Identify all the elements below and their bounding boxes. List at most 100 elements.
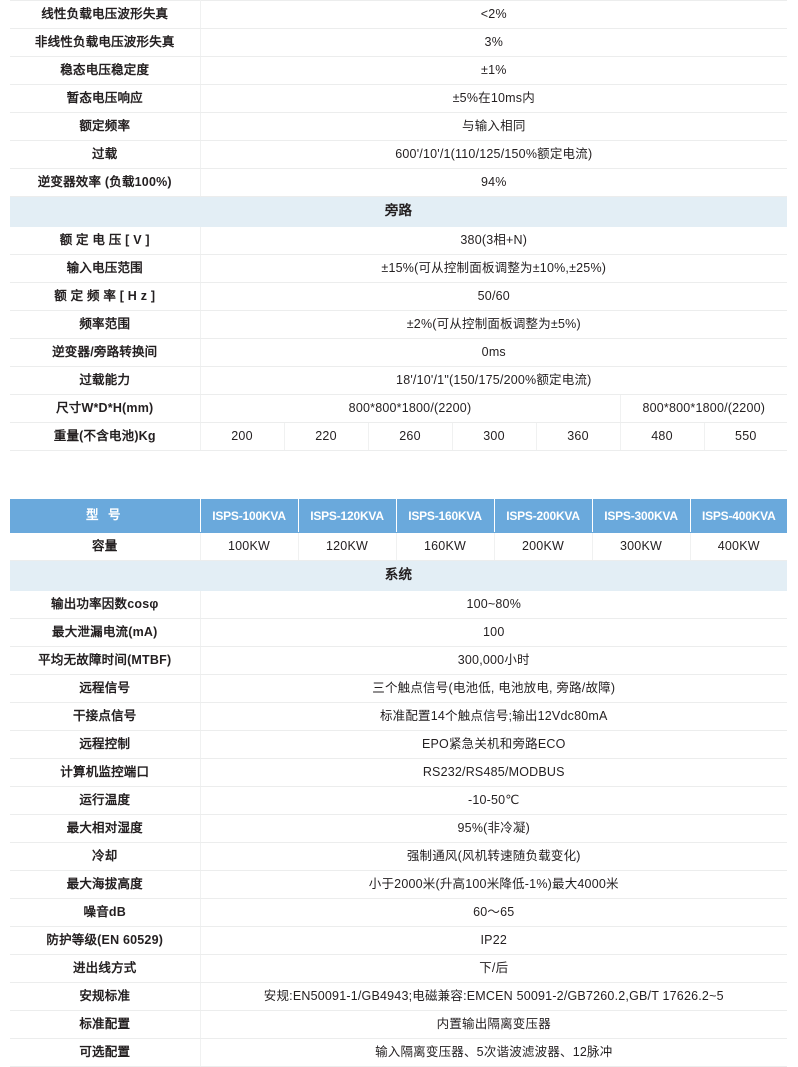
row-value: 3% xyxy=(199,28,788,57)
ups-spec-table-upper: 线性负载电压波形失真 <2% 非线性负载电压波形失真 3% 稳态电压稳定度 ±1… xyxy=(10,0,788,451)
row-value: 50/60 xyxy=(199,282,788,311)
row-label: 平均无故障时间(MTBF) xyxy=(10,646,201,675)
row-value: 100 xyxy=(199,618,787,647)
table-row: 噪音dB 60～65 xyxy=(10,898,787,927)
row-value: ±15%(可从控制面板调整为±10%,±25%) xyxy=(199,254,788,283)
row-value: ±2%(可从控制面板调整为±5%) xyxy=(199,310,788,339)
row-value: 300,000小时 xyxy=(199,646,787,675)
ups-spec-table-lower: 型 号 ISPS-100KVA ISPS-120KVA ISPS-160KVA … xyxy=(10,499,787,1067)
table-row: 稳态电压稳定度 ±1% xyxy=(10,56,788,85)
dimension-value-right: 800*800*1800/(2200) xyxy=(619,394,788,423)
table-row: 最大海拔高度 小于2000米(升高100米降低-1%)最大4000米 xyxy=(10,870,787,899)
row-value: 与输入相同 xyxy=(199,112,788,141)
row-label: 额定频率 xyxy=(10,112,201,141)
model-header-cell: ISPS-120KVA xyxy=(297,499,397,533)
table-row: 防护等级(EN 60529) IP22 xyxy=(10,926,787,955)
table-row: 进出线方式 下/后 xyxy=(10,954,787,983)
row-value: RS232/RS485/MODBUS xyxy=(199,758,787,787)
row-value: -10-50℃ xyxy=(199,786,787,815)
table-row: 输出功率因数cosφ 100~80% xyxy=(10,590,787,619)
model-header-label: 型 号 xyxy=(10,499,201,533)
model-header-cell: ISPS-100KVA xyxy=(199,499,299,533)
table-row: 过载能力 18'/10'/1"(150/175/200%额定电流) xyxy=(10,366,788,395)
row-value: 三个触点信号(电池低, 电池放电, 旁路/故障) xyxy=(199,674,787,703)
table-row: 远程信号 三个触点信号(电池低, 电池放电, 旁路/故障) xyxy=(10,674,787,703)
table-row: 频率范围 ±2%(可从控制面板调整为±5%) xyxy=(10,310,788,339)
row-label: 最大泄漏电流(mA) xyxy=(10,618,201,647)
weight-cell: 200 xyxy=(199,422,285,451)
row-value: EPO紧急关机和旁路ECO xyxy=(199,730,787,759)
table-row: 最大泄漏电流(mA) 100 xyxy=(10,618,787,647)
row-label: 冷却 xyxy=(10,842,201,871)
row-value: 100~80% xyxy=(199,590,787,619)
row-label: 稳态电压稳定度 xyxy=(10,56,201,85)
row-label: 安规标准 xyxy=(10,982,201,1011)
row-label: 远程控制 xyxy=(10,730,201,759)
table-row: 线性负载电压波形失真 <2% xyxy=(10,0,788,29)
capacity-cell: 400KW xyxy=(689,532,787,561)
table-row: 计算机监控端口 RS232/RS485/MODBUS xyxy=(10,758,787,787)
row-label: 进出线方式 xyxy=(10,954,201,983)
table-row: 冷却 强制通风(风机转速随负载变化) xyxy=(10,842,787,871)
table-row: 额 定 频 率 [ H z ] 50/60 xyxy=(10,282,788,311)
row-value: IP22 xyxy=(199,926,787,955)
row-value: 0ms xyxy=(199,338,788,367)
table-row: 标准配置 内置输出隔离变压器 xyxy=(10,1010,787,1039)
row-label: 运行温度 xyxy=(10,786,201,815)
row-label: 过载能力 xyxy=(10,366,201,395)
row-label: 噪音dB xyxy=(10,898,201,927)
weight-cell: 480 xyxy=(619,422,705,451)
table-row: 干接点信号 标准配置14个触点信号;输出12Vdc80mA xyxy=(10,702,787,731)
row-value: ±1% xyxy=(199,56,788,85)
row-label: 可选配置 xyxy=(10,1038,201,1067)
table-row-dimensions: 尺寸W*D*H(mm) 800*800*1800/(2200) 800*800*… xyxy=(10,394,788,423)
row-label: 逆变器/旁路转换间 xyxy=(10,338,201,367)
row-label: 频率范围 xyxy=(10,310,201,339)
row-value: <2% xyxy=(199,0,788,29)
model-header-cell: ISPS-200KVA xyxy=(493,499,593,533)
row-label: 额 定 频 率 [ H z ] xyxy=(10,282,201,311)
row-value: 600'/10'/1(110/125/150%额定电流) xyxy=(199,140,788,169)
table-row-capacity: 容量 100KW 120KW 160KW 200KW 300KW 400KW xyxy=(10,532,787,561)
weight-cell: 360 xyxy=(535,422,621,451)
lower-table-body: 型 号 ISPS-100KVA ISPS-120KVA ISPS-160KVA … xyxy=(10,499,787,1067)
capacity-cell: 300KW xyxy=(591,532,691,561)
row-value: 60～65 xyxy=(199,898,787,927)
row-label: 逆变器效率 (负载100%) xyxy=(10,168,201,197)
table-row: 逆变器效率 (负载100%) 94% xyxy=(10,168,788,197)
row-label: 防护等级(EN 60529) xyxy=(10,926,201,955)
row-value: 下/后 xyxy=(199,954,787,983)
row-label: 容量 xyxy=(10,532,201,561)
upper-table-body: 线性负载电压波形失真 <2% 非线性负载电压波形失真 3% 稳态电压稳定度 ±1… xyxy=(10,0,788,451)
row-value: 小于2000米(升高100米降低-1%)最大4000米 xyxy=(199,870,787,899)
section-header-system: 系统 xyxy=(10,560,787,591)
row-value: 18'/10'/1"(150/175/200%额定电流) xyxy=(199,366,788,395)
table-separator-gap xyxy=(0,451,798,499)
row-value: 输入隔离变压器、5次谐波滤波器、12脉冲 xyxy=(199,1038,787,1067)
row-label: 输出功率因数cosφ xyxy=(10,590,201,619)
row-value: ±5%在10ms内 xyxy=(199,84,788,113)
table-row: 可选配置 输入隔离变压器、5次谐波滤波器、12脉冲 xyxy=(10,1038,787,1067)
weight-cell: 550 xyxy=(703,422,788,451)
table-row: 运行温度 -10-50℃ xyxy=(10,786,787,815)
capacity-cell: 200KW xyxy=(493,532,593,561)
table-row: 安规标准 安规:EN50091-1/GB4943;电磁兼容:EMCEN 5009… xyxy=(10,982,787,1011)
model-header-row: 型 号 ISPS-100KVA ISPS-120KVA ISPS-160KVA … xyxy=(10,499,787,533)
row-label: 过载 xyxy=(10,140,201,169)
row-value: 94% xyxy=(199,168,788,197)
weight-cell: 300 xyxy=(451,422,537,451)
row-label: 重量(不含电池)Kg xyxy=(10,422,201,451)
table-row-weight: 重量(不含电池)Kg 200 220 260 300 360 480 550 xyxy=(10,422,788,451)
row-label: 线性负载电压波形失真 xyxy=(10,0,201,29)
row-label: 标准配置 xyxy=(10,1010,201,1039)
row-label: 输入电压范围 xyxy=(10,254,201,283)
model-header-cell: ISPS-300KVA xyxy=(591,499,691,533)
row-label: 最大海拔高度 xyxy=(10,870,201,899)
table-row: 逆变器/旁路转换间 0ms xyxy=(10,338,788,367)
model-header-cell: ISPS-160KVA xyxy=(395,499,495,533)
table-row: 平均无故障时间(MTBF) 300,000小时 xyxy=(10,646,787,675)
row-label: 干接点信号 xyxy=(10,702,201,731)
row-label: 尺寸W*D*H(mm) xyxy=(10,394,201,423)
weight-cell: 260 xyxy=(367,422,453,451)
